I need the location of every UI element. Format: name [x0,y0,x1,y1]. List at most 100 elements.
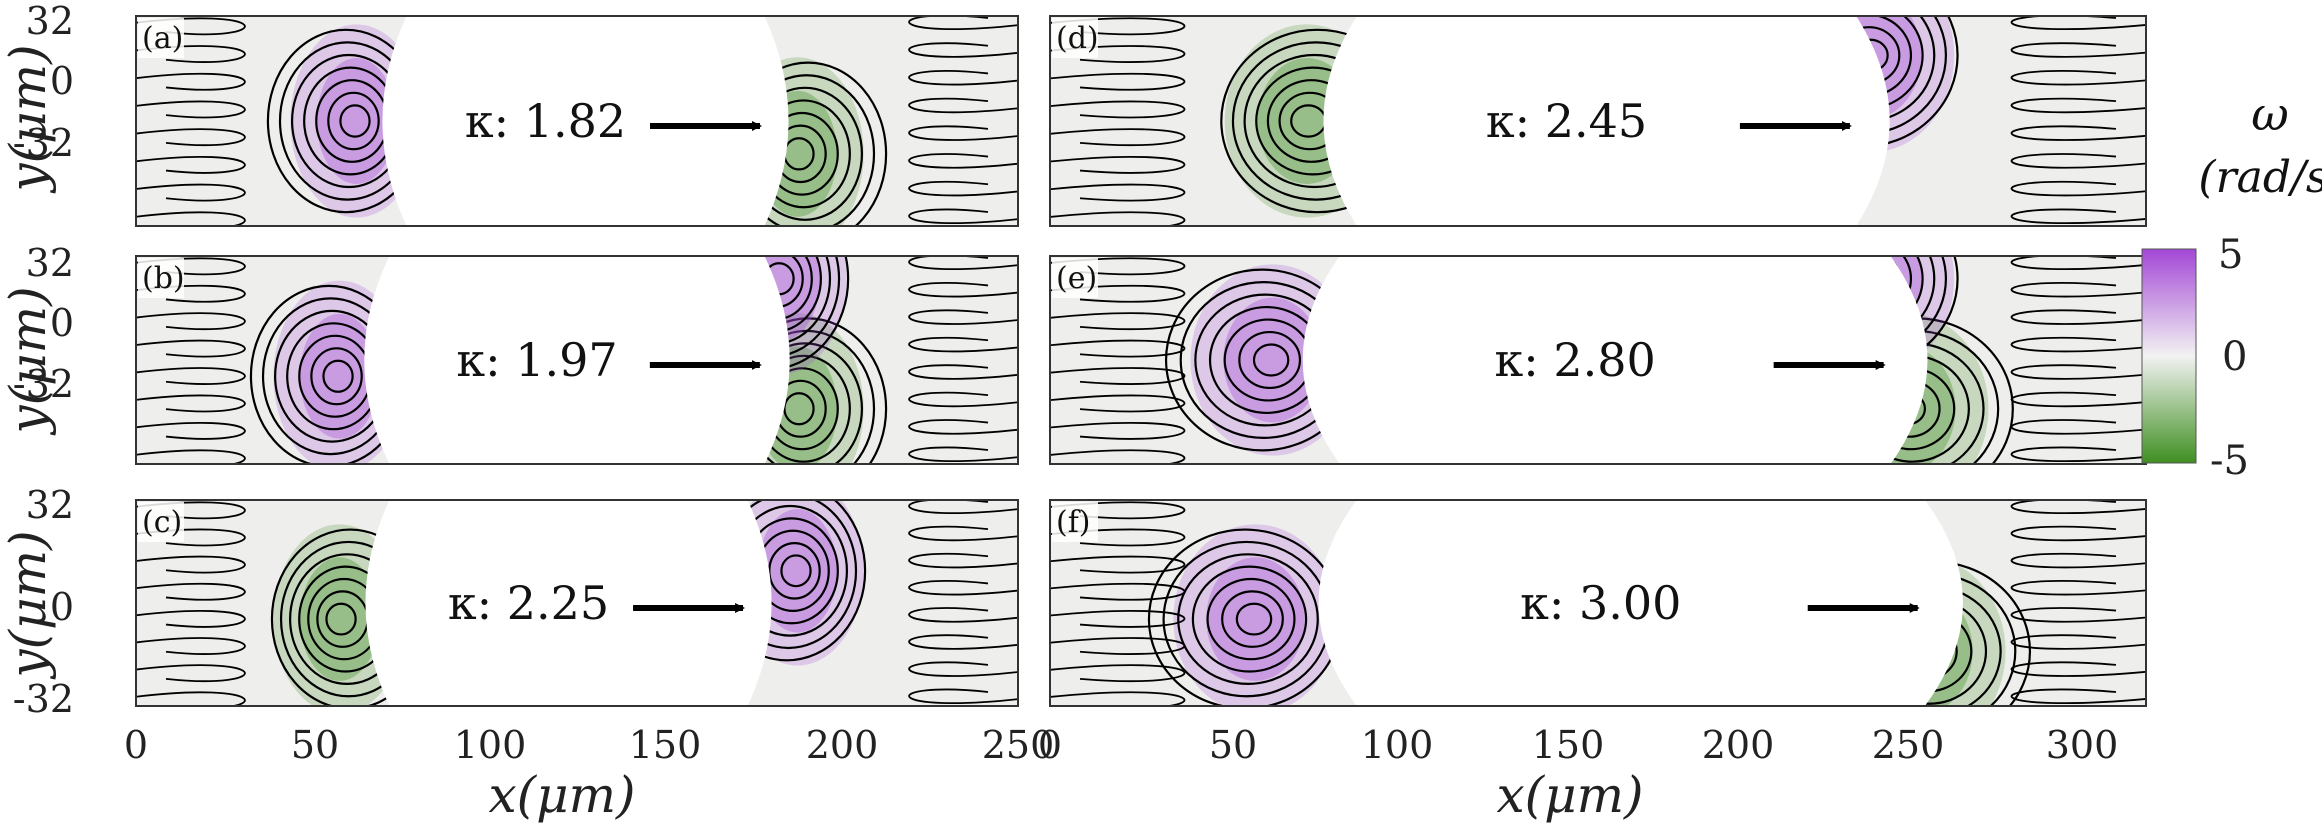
y-ticks-left: 32 0 -32 32 0 -32 32 0 -32 [13,0,74,721]
colorbar-tick-min: -5 [2210,438,2249,484]
streamline [908,70,1018,86]
panel-f: (f) κ: 3.00 [1049,499,2147,707]
streamline [2010,208,2146,225]
panel-label-bg [1052,258,1098,298]
panel-b: (b) κ: 1.97 [135,255,1019,465]
colorbar-tick-zero: 0 [2222,334,2247,380]
streamline [1050,183,1186,202]
streamline [2010,180,2146,197]
streamline [136,100,246,119]
panel-e: (e) κ: 2.80 [1049,255,2147,465]
streamline [136,691,246,706]
streamline [1050,637,1186,655]
streamline [908,500,1018,515]
streamline [2010,580,2146,596]
streamline [908,661,1018,677]
streamline [908,580,1018,596]
colorbar-gradient [2141,248,2197,464]
panel-label-bg [138,258,184,298]
streamline [2010,661,2146,677]
panel-frame [135,499,1019,707]
streamline [136,609,246,628]
streamline [908,42,1018,58]
streamline [2010,70,2146,86]
streamline [327,91,380,151]
obstacle [382,16,789,226]
panel-label-bg [138,502,184,542]
y-axis-label-a: y(μm) [0,44,57,193]
x-tick-right-250: 250 [1872,723,1945,767]
panel-c: (c) κ: 2.25 [135,499,1019,707]
streamline [322,359,354,393]
panel-label: (e) [1056,261,1097,296]
streamline [136,555,246,574]
streamline [2010,125,2146,141]
x-tick-left-250: 250 [982,723,1055,767]
panel-field [136,256,1018,464]
panel-label: (c) [142,505,182,540]
streamline [908,634,1018,650]
streamline [908,446,1018,463]
streamline [1050,449,1186,464]
x-axis-label-right: x(μm) [1496,766,1643,824]
vorticity-core [316,58,397,184]
obstacle [365,500,772,706]
streamline [2010,634,2146,650]
streamline [908,688,1018,705]
x-ticks-left: 0 50 100 150 200 250 [124,723,1054,767]
x-tick-right-0: 0 [1038,723,1062,767]
x-axis-label-left: x(μm) [488,766,635,824]
vorticity-core [1206,557,1305,681]
streamline [2010,391,2146,408]
streamline [908,419,1018,435]
y-tick-a-mid: 0 [50,59,74,103]
x-tick-right-300: 300 [2046,723,2119,767]
colorbar-symbol: ω [2251,87,2289,141]
streamline [1050,339,1186,358]
streamline [136,637,246,655]
streamline [136,421,246,440]
streamline [908,16,1018,31]
colorbar-tick-max: 5 [2218,232,2243,278]
streamline [768,541,821,600]
streamline [2010,446,2146,463]
streamline [1050,72,1186,91]
streamline [310,347,363,406]
panel-label: (d) [1056,21,1099,56]
x-tick-left-200: 200 [806,723,879,767]
streamline [1050,691,1186,706]
streamline [2010,309,2146,325]
streamline [1050,394,1186,413]
streamline [136,664,246,682]
y-tick-a-top: 32 [26,0,74,43]
streamline [908,525,1018,542]
panel-field [1050,16,2146,226]
x-tick-right-50: 50 [1209,723,1257,767]
streamline [1050,555,1186,574]
streamline [908,256,1018,271]
panel-field [1050,500,2146,706]
y-tick-c-bottom: -32 [13,677,74,721]
streamline [136,339,246,358]
streamline [908,125,1018,141]
streamline [136,155,246,174]
streamline [1050,45,1186,63]
streamline [136,72,246,91]
streamline [908,153,1018,169]
y-tick-b-bottom: -32 [13,362,74,406]
obstacle [1323,16,1890,226]
streamline [2010,607,2146,623]
panel-a: (a) κ: 1.82 [135,15,1019,227]
kappa-label: κ: 3.00 [1520,576,1681,630]
x-tick-right-150: 150 [1532,723,1605,767]
panel-label: (a) [142,21,183,56]
panel-label-bg [138,18,184,58]
streamline [2010,525,2146,542]
streamline [1050,312,1186,331]
panel-frame [1049,15,2147,227]
streamline [2010,364,2146,380]
streamline [1050,257,1186,276]
panel-label: (f) [1056,505,1091,540]
y-axis-label-b: y(μm) [0,286,57,435]
colorbar: ω (rad/s) 5 0 -5 [2141,87,2322,484]
